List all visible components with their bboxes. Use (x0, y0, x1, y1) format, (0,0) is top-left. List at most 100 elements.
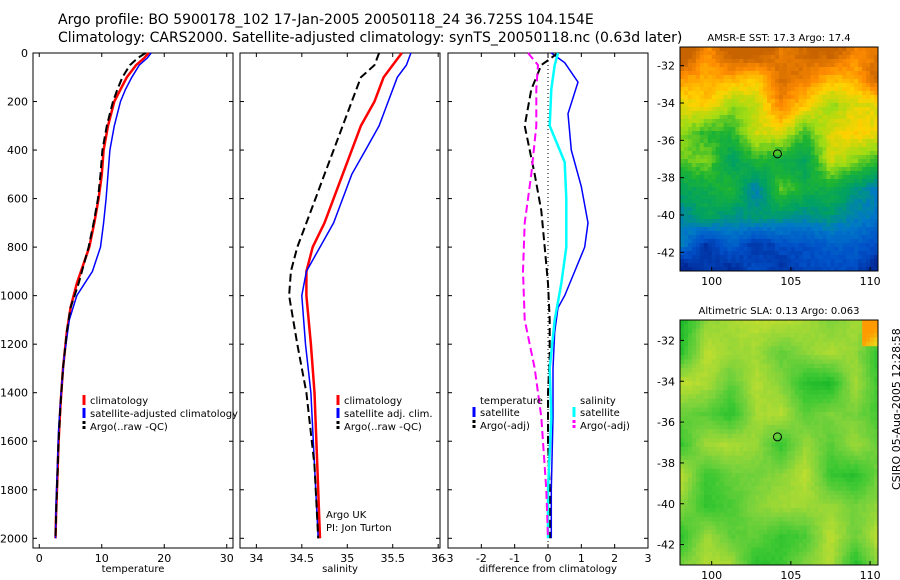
map-cell (802, 398, 808, 404)
map-cell (814, 324, 819, 330)
map-cell (790, 79, 796, 84)
map-cell (683, 63, 689, 68)
map-cell (711, 219, 717, 224)
map-cell (798, 111, 804, 116)
map-cell (838, 263, 843, 268)
map-cell (759, 446, 764, 452)
map-cell (695, 155, 701, 160)
map-cell (711, 243, 717, 248)
map-cell (680, 163, 685, 168)
map-cell (862, 346, 867, 352)
map-cell (680, 127, 685, 132)
map-cell (719, 376, 724, 382)
map-cell (771, 363, 776, 369)
map-cell (687, 346, 693, 352)
map-cell (771, 376, 776, 382)
map-cell (834, 460, 839, 465)
map-cell (719, 119, 724, 124)
map-cell (818, 451, 823, 457)
map-cell (794, 337, 800, 343)
map-cell (747, 429, 752, 435)
map-cell (695, 403, 701, 408)
map-cell (767, 376, 772, 382)
map-cell (866, 183, 871, 188)
map-cell (775, 123, 780, 128)
map-cell (751, 425, 756, 430)
map-cell (691, 460, 697, 465)
map-cell (826, 75, 831, 80)
map-cell (691, 87, 697, 92)
map-cell (743, 103, 748, 108)
map-cell (723, 95, 728, 100)
map-cell (767, 235, 772, 240)
map-cell (771, 231, 776, 236)
map-cell (858, 119, 863, 124)
map-cell (751, 115, 756, 120)
map-cell (846, 411, 851, 417)
map-cell (858, 111, 863, 116)
map-cell (771, 390, 776, 395)
map-cell (790, 219, 796, 224)
map-cell (731, 337, 736, 343)
map-cell (727, 191, 732, 196)
map-cell (810, 425, 816, 430)
map-cell (790, 398, 796, 404)
map-cell (747, 163, 752, 168)
map-cell (763, 363, 768, 369)
map-cell (798, 203, 804, 208)
map-cell (806, 407, 812, 413)
map-cell (798, 207, 804, 212)
map-cell (759, 251, 764, 256)
map-cell (739, 67, 744, 72)
map-cell (695, 320, 701, 325)
map-cell (790, 381, 796, 387)
map-cell (798, 75, 804, 80)
map-cell (858, 446, 863, 452)
map-cell (779, 416, 784, 422)
map-cell (802, 167, 808, 172)
map-cell (846, 390, 851, 395)
map-cell (810, 251, 816, 256)
map-cell (810, 398, 816, 404)
map-cell (680, 372, 685, 378)
map-cell (771, 420, 776, 426)
map-cell (850, 398, 855, 404)
map-cell (846, 328, 851, 334)
map-cell (866, 151, 871, 156)
map-cell (850, 47, 855, 52)
map-cell (854, 103, 859, 108)
map-cell (743, 163, 748, 168)
map-cell (715, 468, 720, 474)
map-cell (699, 127, 705, 132)
map-cell (846, 251, 851, 256)
map-cell (739, 381, 744, 387)
map-cell (846, 119, 851, 124)
map-cell (818, 111, 823, 116)
map-cell (755, 215, 760, 220)
map-cell (858, 63, 863, 68)
map-cell (703, 63, 709, 68)
map-cell (786, 147, 792, 152)
map-cell (743, 247, 748, 252)
map-cell (683, 147, 689, 152)
map-cell (707, 446, 713, 452)
map-cell (743, 490, 748, 496)
map-cell (786, 211, 792, 216)
map-cell (822, 115, 827, 120)
map-cell (763, 481, 768, 487)
map-cell (755, 191, 760, 196)
map-cell (798, 372, 804, 378)
map-cell (858, 263, 863, 268)
map-cell (794, 267, 800, 272)
map-cell (687, 363, 693, 369)
map-cell (711, 223, 717, 228)
map-cell (691, 328, 697, 334)
map-cell (771, 195, 776, 200)
map-cell (830, 473, 835, 478)
map-cell (782, 227, 788, 232)
map-cell (751, 324, 756, 330)
map-cell (755, 143, 760, 148)
map-cell (763, 111, 768, 116)
map-cell (715, 175, 720, 180)
map-cell (703, 235, 709, 240)
